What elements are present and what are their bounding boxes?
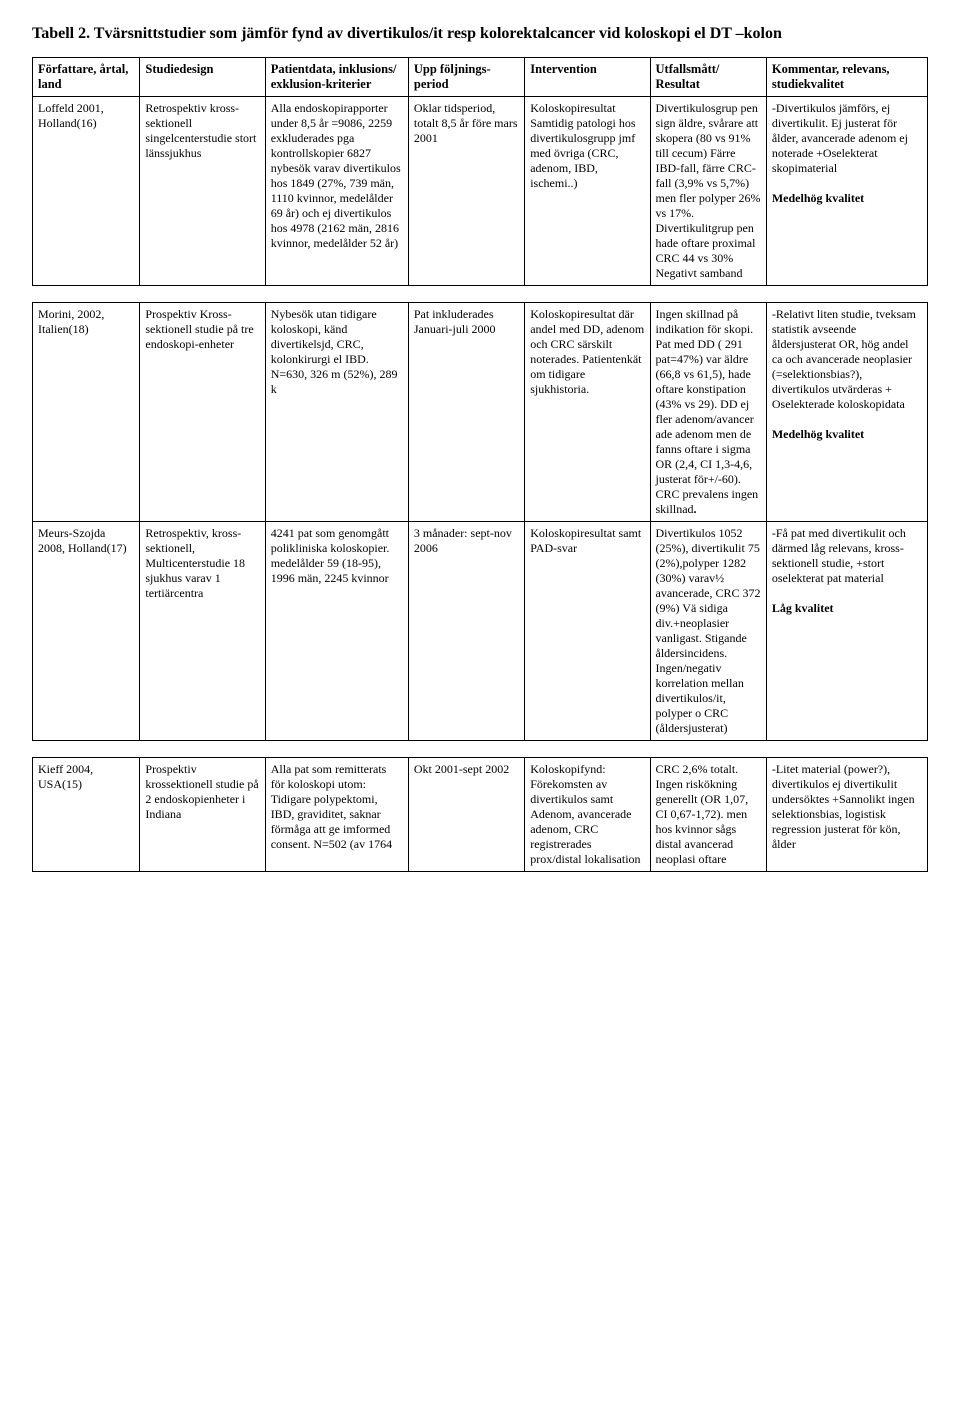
cell-intervention: Koloskopiresultat samt PAD-svar bbox=[525, 521, 650, 740]
header-intervention: Intervention bbox=[525, 57, 650, 96]
cell-comment: -Relativt liten studie, tveksam statisti… bbox=[766, 302, 927, 521]
spacer-row bbox=[33, 740, 928, 757]
cell-comment: -Få pat med divertikulit och därmed låg … bbox=[766, 521, 927, 740]
header-patientdata: Patientdata, inklusions/ exklusion-krite… bbox=[265, 57, 408, 96]
cell-patientdata: Nybesök utan tidigare koloskopi, känd di… bbox=[265, 302, 408, 521]
cell-patientdata: Alla pat som remitterats för koloskopi u… bbox=[265, 757, 408, 871]
cell-author: Meurs-Szojda 2008, Holland(17) bbox=[33, 521, 140, 740]
cell-followup: Oklar tidsperiod, totalt 8,5 år före mar… bbox=[408, 96, 524, 285]
comment-text: -Få pat med divertikulit och därmed låg … bbox=[772, 526, 906, 585]
cell-comment: -Divertikulos jämförs, ej divertikulit. … bbox=[766, 96, 927, 285]
quality-label: Medelhög kvalitet bbox=[772, 191, 864, 205]
header-followup: Upp följnings-period bbox=[408, 57, 524, 96]
cell-patientdata: Alla endoskopirapporter under 8,5 år =90… bbox=[265, 96, 408, 285]
table-row: Kieff 2004, USA(15) Prospektiv krossekti… bbox=[33, 757, 928, 871]
cell-followup: Pat inkluderades Januari-juli 2000 bbox=[408, 302, 524, 521]
quality-label: Medelhög kvalitet bbox=[772, 427, 864, 441]
table-title: Tabell 2. Tvärsnittstudier som jämför fy… bbox=[32, 24, 928, 45]
table-row: Morini, 2002, Italien(18) Prospektiv Kro… bbox=[33, 302, 928, 521]
cell-design: Prospektiv Kross-sektionell studie på tr… bbox=[140, 302, 265, 521]
quality-label: Låg kvalitet bbox=[772, 601, 834, 615]
study-table: Författare, årtal, land Studiedesign Pat… bbox=[32, 57, 928, 872]
header-outcome: Utfallsmått/ Resultat bbox=[650, 57, 766, 96]
outcome-text: Ingen skillnad på indikation för skopi. … bbox=[656, 307, 759, 516]
outcome-bold: . bbox=[694, 502, 697, 516]
cell-outcome: CRC 2,6% totalt. Ingen riskökning genere… bbox=[650, 757, 766, 871]
cell-outcome: Ingen skillnad på indikation för skopi. … bbox=[650, 302, 766, 521]
table-row: Loffeld 2001, Holland(16) Retrospektiv k… bbox=[33, 96, 928, 285]
table-row: Meurs-Szojda 2008, Holland(17) Retrospek… bbox=[33, 521, 928, 740]
cell-design: Prospektiv krossektionell studie på 2 en… bbox=[140, 757, 265, 871]
cell-outcome: Divertikulos 1052 (25%), divertikulit 75… bbox=[650, 521, 766, 740]
cell-outcome: Divertikulosgrup pen sign äldre, svårare… bbox=[650, 96, 766, 285]
comment-text: -Divertikulos jämförs, ej divertikulit. … bbox=[772, 101, 908, 175]
header-row: Författare, årtal, land Studiedesign Pat… bbox=[33, 57, 928, 96]
cell-author: Loffeld 2001, Holland(16) bbox=[33, 96, 140, 285]
cell-design: Retrospektiv kross-sektionell singelcent… bbox=[140, 96, 265, 285]
cell-followup: Okt 2001-sept 2002 bbox=[408, 757, 524, 871]
cell-intervention: Koloskopiresultat där andel med DD, aden… bbox=[525, 302, 650, 521]
cell-author: Kieff 2004, USA(15) bbox=[33, 757, 140, 871]
cell-design: Retrospektiv, kross-sektionell, Multicen… bbox=[140, 521, 265, 740]
header-comment: Kommentar, relevans, studiekvalitet bbox=[766, 57, 927, 96]
cell-followup: 3 månader: sept-nov 2006 bbox=[408, 521, 524, 740]
cell-author: Morini, 2002, Italien(18) bbox=[33, 302, 140, 521]
cell-intervention: Koloskopifynd: Förekomsten av divertikul… bbox=[525, 757, 650, 871]
header-studydesign: Studiedesign bbox=[140, 57, 265, 96]
cell-comment: -Litet material (power?), divertikulos e… bbox=[766, 757, 927, 871]
cell-intervention: Koloskopiresultat Samtidig patologi hos … bbox=[525, 96, 650, 285]
cell-patientdata: 4241 pat som genomgått polikliniska kolo… bbox=[265, 521, 408, 740]
header-author: Författare, årtal, land bbox=[33, 57, 140, 96]
spacer-row bbox=[33, 285, 928, 302]
comment-text: -Relativt liten studie, tveksam statisti… bbox=[772, 307, 916, 411]
